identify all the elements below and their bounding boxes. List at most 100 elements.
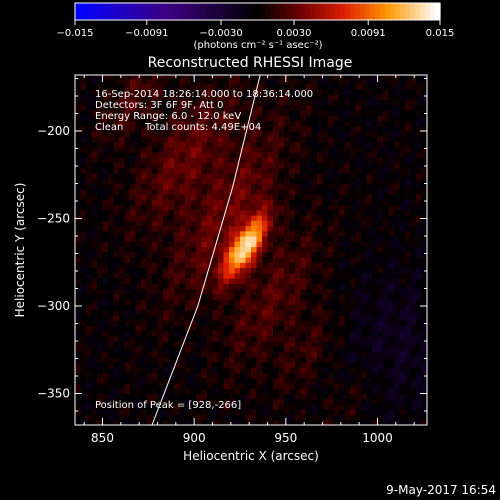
heatmap-cell — [212, 131, 219, 137]
heatmap-cell — [300, 257, 307, 263]
heatmap-cell — [113, 414, 120, 421]
heatmap-cell — [207, 162, 214, 169]
annotation-time-range: 16-Sep-2014 18:26:14.000 to 18:36:14.000 — [95, 89, 313, 100]
heatmap-cell — [350, 188, 357, 195]
heatmap-cell — [421, 356, 427, 363]
heatmap-cell — [108, 178, 115, 185]
heatmap-cell — [256, 272, 263, 279]
heatmap-cell — [273, 257, 280, 263]
heatmap-cell — [86, 283, 93, 290]
heatmap-cell — [196, 183, 203, 190]
heatmap-cell — [328, 367, 335, 374]
heatmap-cell — [361, 236, 368, 242]
heatmap-cell — [311, 398, 318, 405]
heatmap-cell — [273, 346, 280, 353]
heatmap-cell — [91, 367, 98, 374]
heatmap-cell — [383, 225, 390, 232]
heatmap-cell — [410, 409, 417, 416]
heatmap-cell — [355, 162, 362, 169]
heatmap-cell — [339, 104, 346, 111]
heatmap-cell — [86, 146, 93, 153]
heatmap-cell — [306, 209, 313, 216]
heatmap-cell — [333, 404, 340, 410]
heatmap-cell — [80, 393, 87, 400]
heatmap-cell — [229, 110, 236, 116]
heatmap-cell — [377, 120, 384, 127]
heatmap-cell — [366, 230, 373, 237]
heatmap-cell — [80, 241, 87, 248]
heatmap-cell — [377, 414, 384, 421]
heatmap-cell — [410, 257, 417, 263]
heatmap-cell — [108, 173, 115, 179]
heatmap-cell — [251, 272, 258, 279]
heatmap-cell — [146, 288, 153, 295]
heatmap-cell — [185, 262, 192, 269]
heatmap-cell — [300, 356, 307, 363]
heatmap-cell — [124, 199, 131, 206]
heatmap-cell — [196, 335, 203, 342]
heatmap-cell — [388, 188, 395, 195]
heatmap-cell — [113, 188, 120, 195]
heatmap-cell — [91, 283, 98, 290]
heatmap-cell — [333, 409, 340, 416]
heatmap-cell — [152, 167, 159, 174]
heatmap-cell — [306, 246, 313, 253]
heatmap-cell — [80, 388, 87, 395]
heatmap-cell — [306, 309, 313, 316]
heatmap-cell — [240, 304, 247, 311]
heatmap-cell — [333, 188, 340, 195]
heatmap-cell — [168, 246, 175, 253]
heatmap-cell — [372, 115, 379, 122]
heatmap-cell — [97, 272, 104, 279]
heatmap-cell — [174, 283, 181, 290]
heatmap-cell — [333, 225, 340, 232]
heatmap-cell — [405, 136, 412, 143]
heatmap-cell — [201, 314, 208, 321]
heatmap-cell — [366, 404, 373, 410]
heatmap-cell — [317, 157, 324, 164]
heatmap-cell — [333, 251, 340, 258]
heatmap-cell — [350, 346, 357, 353]
heatmap-cell — [229, 220, 236, 227]
heatmap-cell — [157, 262, 164, 269]
heatmap-cell — [284, 141, 291, 148]
heatmap-cell — [223, 262, 230, 269]
heatmap-cell — [102, 330, 109, 337]
heatmap-cell — [256, 204, 263, 211]
heatmap-cell — [388, 162, 395, 169]
heatmap-cell — [383, 110, 390, 116]
heatmap-cell — [174, 99, 181, 106]
heatmap-cell — [223, 383, 230, 389]
colorbar-cell — [240, 3, 246, 20]
heatmap-cell — [80, 167, 87, 174]
heatmap-cell — [333, 304, 340, 311]
heatmap-cell — [196, 209, 203, 216]
heatmap-cell — [284, 220, 291, 227]
heatmap-cell — [201, 320, 208, 326]
heatmap-cell — [119, 404, 126, 410]
heatmap-cell — [267, 330, 274, 337]
heatmap-cell — [300, 335, 307, 342]
heatmap-cell — [168, 178, 175, 185]
heatmap-cell — [333, 398, 340, 405]
heatmap-cell — [306, 220, 313, 227]
heatmap-cell — [322, 299, 329, 305]
heatmap-cell — [377, 372, 384, 379]
heatmap-cell — [421, 272, 427, 279]
heatmap-cell — [218, 131, 225, 137]
heatmap-cell — [300, 99, 307, 106]
heatmap-cell — [91, 89, 98, 95]
heatmap-cell — [372, 320, 379, 326]
heatmap-cell — [273, 325, 280, 332]
heatmap-cell — [130, 157, 137, 164]
heatmap-cell — [328, 136, 335, 143]
heatmap-cell — [119, 167, 126, 174]
heatmap-cell — [284, 330, 291, 337]
heatmap-cell — [300, 383, 307, 389]
heatmap-cell — [300, 346, 307, 353]
heatmap-cell — [416, 414, 423, 421]
heatmap-cell — [383, 120, 390, 127]
heatmap-cell — [262, 225, 269, 232]
heatmap-cell — [416, 356, 423, 363]
heatmap-cell — [91, 351, 98, 358]
